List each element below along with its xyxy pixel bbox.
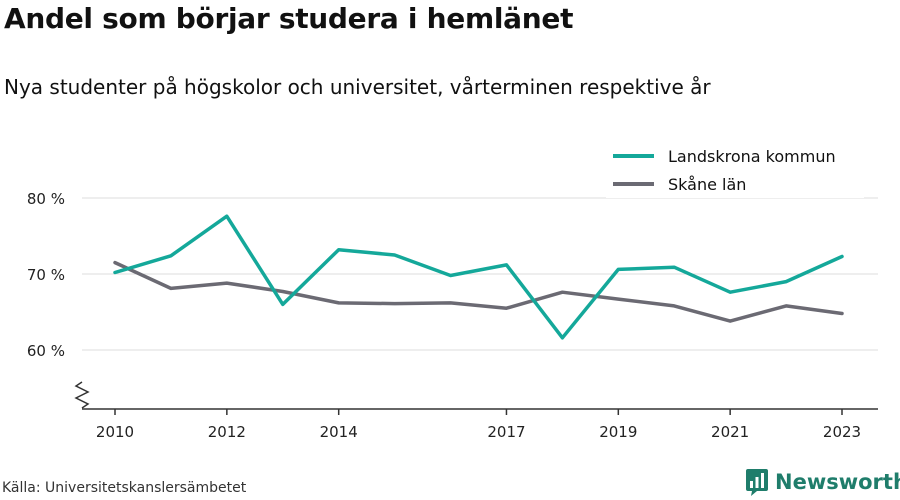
x-tick-label: 2021: [711, 423, 749, 441]
chart-subtitle: Nya studenter på högskolor och universit…: [4, 75, 711, 99]
axes: 60 % 70 % 80 % 2010 2012 2014 2017 2019 2021 2023: [27, 190, 878, 441]
brand-logo: Newsworthy: [745, 467, 900, 497]
y-tick-label: 70 %: [27, 266, 65, 284]
chart-title: Andel som börjar studera i hemlänet: [4, 2, 574, 35]
legend: Landskrona kommun Skåne län: [606, 140, 864, 198]
x-tick-label: 2017: [487, 423, 525, 441]
x-tick-label: 2012: [208, 423, 246, 441]
grid-lines: [82, 197, 878, 351]
series-line-skåne-län: [113, 260, 844, 323]
axis-break-icon: [74, 381, 90, 409]
legend-label: Landskrona kommun: [668, 147, 836, 166]
newsworthy-logo-icon: [746, 469, 768, 496]
series-line-landskrona-kommun: [113, 214, 844, 340]
y-tick-label: 60 %: [27, 342, 65, 360]
legend-box: [606, 140, 864, 198]
x-tick-label: 2014: [320, 423, 358, 441]
x-tick-label: 2019: [599, 423, 637, 441]
x-tick-label: 2023: [823, 423, 861, 441]
x-tick-label: 2010: [96, 423, 134, 441]
y-tick-label: 80 %: [27, 190, 65, 208]
legend-label: Skåne län: [668, 175, 746, 194]
source-note: Källa: Universitetskanslersämbetet: [2, 480, 247, 496]
brand-name: Newsworthy: [775, 470, 900, 494]
series-lines: [113, 214, 844, 340]
